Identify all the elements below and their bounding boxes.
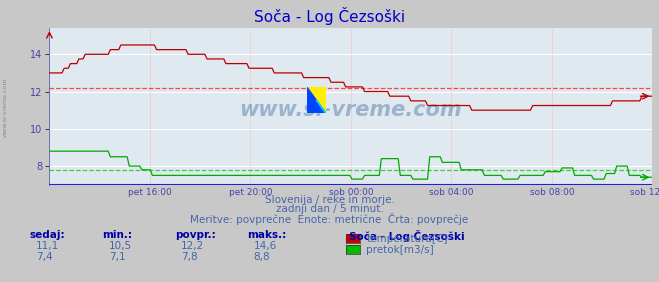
Text: www.si-vreme.com: www.si-vreme.com — [3, 78, 8, 137]
Text: pet 16:00: pet 16:00 — [128, 188, 172, 197]
Polygon shape — [307, 87, 326, 113]
Text: sob 00:00: sob 00:00 — [329, 188, 373, 197]
Text: 8,8: 8,8 — [254, 252, 270, 261]
Text: Meritve: povprečne  Enote: metrične  Črta: povprečje: Meritve: povprečne Enote: metrične Črta:… — [190, 213, 469, 225]
Text: 12,2: 12,2 — [181, 241, 204, 251]
Text: sob 12:00: sob 12:00 — [630, 188, 659, 197]
Text: 7,8: 7,8 — [181, 252, 198, 261]
Text: temperatura[C]: temperatura[C] — [366, 233, 448, 244]
Text: zadnji dan / 5 minut.: zadnji dan / 5 minut. — [275, 204, 384, 213]
Text: sedaj:: sedaj: — [30, 230, 65, 240]
Text: www.si-vreme.com: www.si-vreme.com — [240, 100, 462, 120]
Text: 11,1: 11,1 — [36, 241, 59, 251]
Text: 10,5: 10,5 — [109, 241, 132, 251]
Text: min.:: min.: — [102, 230, 132, 240]
Text: Soča - Log Čezsoški: Soča - Log Čezsoški — [349, 230, 465, 242]
Text: Slovenija / reke in morje.: Slovenija / reke in morje. — [264, 195, 395, 204]
Text: 14,6: 14,6 — [254, 241, 277, 251]
Text: Soča - Log Čezsoški: Soča - Log Čezsoški — [254, 7, 405, 25]
Text: sob 04:00: sob 04:00 — [429, 188, 474, 197]
Text: maks.:: maks.: — [247, 230, 287, 240]
Text: 7,4: 7,4 — [36, 252, 53, 261]
Polygon shape — [316, 100, 326, 113]
Text: sob 08:00: sob 08:00 — [530, 188, 574, 197]
Polygon shape — [307, 87, 326, 113]
Text: pretok[m3/s]: pretok[m3/s] — [366, 245, 434, 255]
Text: povpr.:: povpr.: — [175, 230, 215, 240]
Text: 7,1: 7,1 — [109, 252, 125, 261]
Text: pet 20:00: pet 20:00 — [229, 188, 272, 197]
